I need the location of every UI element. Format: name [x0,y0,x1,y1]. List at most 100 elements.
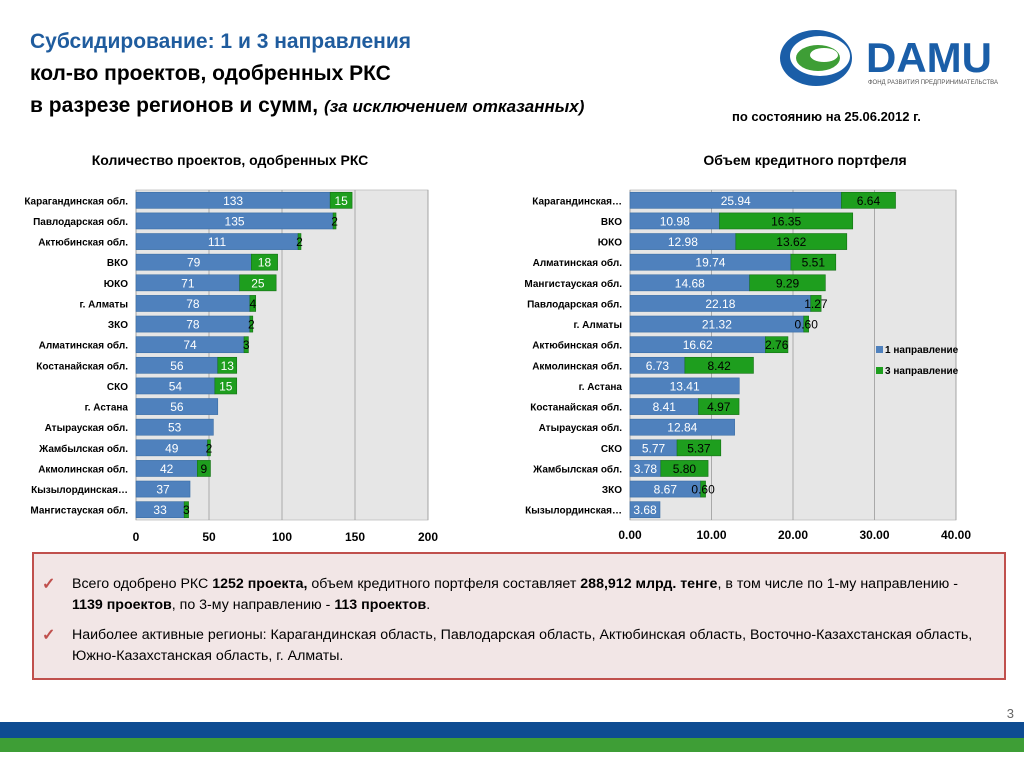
data-label-series1: 56 [170,359,184,373]
checkmark-icon: ✓ [42,576,56,593]
page-subtitle-line1: кол-во проектов, одобренных РКС [30,62,391,85]
category-label: Костанайская обл. [530,402,622,414]
data-label-series3: 3 [183,503,190,517]
data-label-series1: 8.67 [654,483,678,497]
category-label: Алматинская обл. [39,340,129,352]
data-label-series1: 79 [187,256,201,270]
category-label: ЮКО [104,279,128,290]
x-tick-label: 100 [272,530,292,544]
data-label-series1: 25.94 [721,194,751,208]
data-label-series3: 25 [251,276,265,290]
category-label: г. Астана [579,382,623,393]
checkmark-icon: ✓ [42,627,56,644]
category-label: ВКО [107,258,128,269]
x-tick-label: 10.00 [696,528,726,542]
data-label-series3: 16.35 [771,214,801,228]
bar-series3 [700,480,706,498]
bar-series3 [239,274,277,292]
data-label-series3: 15 [219,379,233,393]
subtitle-italic-note: (за исключением отказанных) [323,97,585,116]
logo-text: DAMU [866,34,992,81]
x-tick-label: 0 [133,530,140,544]
data-label-series1: 10.98 [660,214,690,228]
legend-swatch [876,367,883,374]
bar-series3 [197,460,211,477]
data-label-series1: 135 [225,214,245,228]
data-label-series1: 5.77 [642,441,666,455]
bar-series3 [332,212,337,230]
bar-series1 [135,418,214,436]
category-label: Атырауская обл. [45,422,129,434]
data-label-series3: 13 [221,359,235,373]
category-label: Карагандинская… [532,196,622,207]
data-label-series3: 6.64 [857,194,881,208]
category-label: ЮКО [598,238,622,249]
bar-series3 [660,460,709,477]
as-of-date: по состоянию на 25.06.2012 г. [732,109,921,124]
category-label: Карагандинская обл. [24,195,128,207]
bar-series3 [698,398,740,415]
x-tick-label: 150 [345,530,365,544]
footer-band-green [0,738,1024,752]
chart-title-right: Объем кредитного портфеля [703,152,907,168]
data-label-series3: 2 [296,235,303,249]
bar-series3 [790,253,837,271]
damu-logo-graphic: DAMU ФОНД РАЗВИТИЯ ПРЕДПРИНИМАТЕЛЬСТВА [780,30,998,86]
category-label: г. Алматы [573,320,622,331]
data-label-series1: 33 [153,503,167,517]
data-label-series3: 15 [334,194,348,208]
data-label-series3: 2 [331,214,338,228]
logo-subtitle: ФОНД РАЗВИТИЯ ПРЕДПРИНИМАТЕЛЬСТВА [868,80,998,86]
legend-swatch [876,346,883,353]
data-label-series1: 37 [156,483,170,497]
summary-box: ✓ Всего одобрено РКС 1252 проекта, объем… [32,552,1006,680]
page-subtitle-line2: в разрезе регионов и сумм, (за исключени… [30,94,584,118]
x-tick-label: 0.00 [618,528,642,542]
summary-text-run: 1252 проекта, [212,576,308,592]
category-label: Павлодарская обл. [527,298,622,310]
summary-bullet-2-text: Наиболее активные регионы: Карагандинска… [72,627,973,664]
bar-series3 [735,233,848,250]
summary-bullet-1: ✓ Всего одобрено РКС 1252 проекта, объем… [42,574,992,616]
bar-series1 [629,418,735,436]
data-label-series1: 78 [186,297,200,311]
data-label-series1: 71 [181,276,195,290]
summary-text-run: , в том числе по 1-му направлению - [717,576,958,592]
bar-series1 [135,398,219,415]
bar-series3 [841,191,896,209]
summary-bullet-1-text: Всего одобрено РКС 1252 проекта, объем к… [72,574,992,616]
data-label-series1: 6.73 [646,359,670,373]
category-label: Жамбылская обл. [38,443,128,455]
category-label: Мангистауская обл. [524,278,622,290]
data-label-series1: 111 [208,235,227,249]
bar-series3 [676,439,722,457]
bar-series3 [749,274,826,292]
data-label-series1: 16.62 [683,338,713,352]
category-label: Актюбинская обл. [38,237,128,249]
bar-series3 [243,336,249,354]
bar-series3 [297,233,302,250]
data-label-series3: 2.76 [765,338,789,352]
legend-label: 3 направление [885,366,959,377]
subtitle-main-text: в разрезе регионов и сумм, [30,94,319,117]
data-label-series1: 14.68 [675,276,705,290]
bar-series3 [719,212,854,230]
data-label-series3: 18 [258,256,272,270]
bar-series3 [217,356,238,374]
data-label-series3: 0.60 [795,318,819,332]
data-label-series1: 19.74 [695,256,725,270]
summary-text-run: 113 проектов [334,597,427,613]
category-label: СКО [601,444,622,455]
bar-series3 [249,315,254,333]
data-label-series1: 21.32 [702,318,732,332]
category-label: г. Алматы [79,299,128,310]
page-title: Субсидирование: 1 и 3 направления [30,30,411,53]
category-label: Костанайская обл. [36,360,128,372]
bar-series3 [765,336,789,354]
category-label: Павлодарская обл. [33,216,128,228]
category-label: ЗКО [108,320,128,331]
data-label-series3: 8.42 [707,359,731,373]
data-label-series3: 13.62 [776,235,806,249]
category-label: г. Астана [85,403,129,414]
x-tick-label: 30.00 [859,528,889,542]
